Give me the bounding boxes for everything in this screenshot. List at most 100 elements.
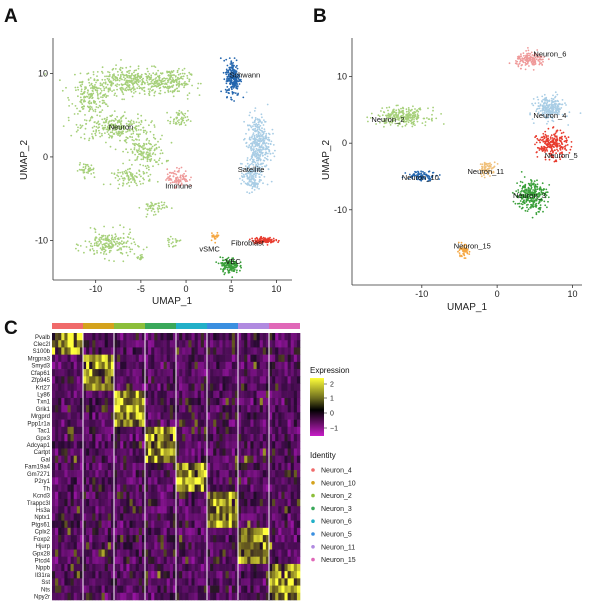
heatmap-cell	[166, 340, 171, 348]
heatmap-cell	[287, 354, 291, 363]
heatmap-cell	[73, 340, 78, 348]
data-point	[129, 231, 132, 234]
data-point	[148, 178, 151, 181]
data-point	[242, 173, 245, 176]
data-point	[104, 79, 106, 81]
heatmap-cell	[151, 361, 155, 370]
heatmap-cell	[272, 376, 276, 384]
heatmap-cell	[138, 333, 143, 341]
heatmap-cell	[188, 347, 192, 355]
heatmap-cell	[61, 397, 65, 406]
data-point	[142, 171, 145, 173]
data-point	[169, 116, 172, 119]
data-point	[530, 187, 533, 190]
data-point	[137, 245, 139, 247]
heatmap-cell	[281, 361, 285, 370]
data-point	[264, 151, 267, 154]
data-point	[226, 76, 229, 78]
data-point	[539, 204, 542, 207]
data-point	[181, 69, 184, 71]
heatmap-cell	[231, 361, 236, 370]
data-point	[544, 106, 547, 109]
heatmap-cell	[272, 369, 276, 377]
data-point	[108, 247, 111, 250]
heatmap-cell	[241, 333, 245, 341]
data-point	[272, 144, 275, 146]
heatmap-cell	[194, 383, 198, 392]
data-point	[225, 58, 228, 61]
data-point	[539, 186, 542, 189]
heatmap-cell	[197, 340, 202, 348]
data-point	[149, 173, 152, 176]
data-point	[154, 137, 157, 140]
data-point	[139, 256, 142, 259]
heatmap-cell	[290, 390, 295, 399]
data-point	[101, 83, 104, 85]
data-point	[233, 80, 236, 82]
heatmap-cell	[247, 347, 251, 355]
heatmap-cell	[225, 347, 229, 355]
data-point	[96, 91, 99, 93]
data-point	[143, 178, 145, 181]
data-point	[255, 165, 258, 168]
data-point	[145, 131, 148, 134]
data-point	[135, 129, 138, 132]
data-point	[528, 65, 530, 67]
heatmap-cell	[247, 354, 251, 363]
identity-bar-segment	[238, 323, 269, 329]
data-point	[104, 93, 107, 95]
data-point	[82, 166, 85, 169]
data-point	[525, 54, 528, 57]
data-point	[116, 83, 119, 85]
heatmap-cell	[228, 383, 233, 392]
heatmap-cell	[293, 333, 298, 341]
data-point	[90, 82, 93, 85]
data-point	[253, 167, 256, 170]
data-point	[555, 130, 558, 133]
heatmap-cell	[296, 361, 301, 370]
data-point	[159, 89, 162, 92]
data-point	[140, 119, 143, 122]
data-point	[134, 159, 137, 162]
data-point	[153, 83, 155, 85]
data-point	[142, 131, 145, 134]
data-point	[230, 62, 233, 65]
data-point	[116, 174, 118, 177]
data-point	[412, 121, 414, 124]
data-point	[117, 169, 119, 171]
data-point	[120, 86, 123, 89]
data-point	[94, 84, 96, 86]
data-point	[266, 103, 269, 106]
heatmap-cell	[123, 347, 127, 355]
heatmap-cell	[185, 333, 189, 341]
heatmap-cell	[182, 376, 186, 384]
data-point	[155, 143, 157, 146]
data-point	[544, 130, 547, 133]
heatmap-cell	[293, 369, 298, 377]
data-point	[197, 82, 200, 85]
y-tick-label: 0	[43, 152, 48, 162]
data-point	[119, 139, 121, 142]
heatmap-cell	[92, 347, 96, 355]
data-point	[117, 238, 120, 241]
heatmap-cell	[135, 340, 140, 348]
data-point	[104, 126, 106, 129]
data-point	[152, 165, 154, 168]
data-point	[210, 239, 213, 242]
data-point	[108, 71, 111, 74]
data-point	[130, 181, 133, 184]
data-point	[227, 72, 229, 74]
heatmap-cell	[129, 347, 133, 355]
heatmap-cell	[293, 390, 298, 399]
data-point	[76, 107, 78, 110]
data-point	[122, 242, 125, 245]
data-point	[126, 168, 129, 171]
data-point	[102, 246, 105, 249]
data-point	[134, 153, 137, 156]
data-point	[479, 163, 482, 166]
data-point	[245, 141, 248, 144]
data-point	[104, 132, 106, 135]
data-point	[96, 244, 99, 247]
data-point	[137, 125, 140, 127]
data-point	[554, 100, 557, 103]
